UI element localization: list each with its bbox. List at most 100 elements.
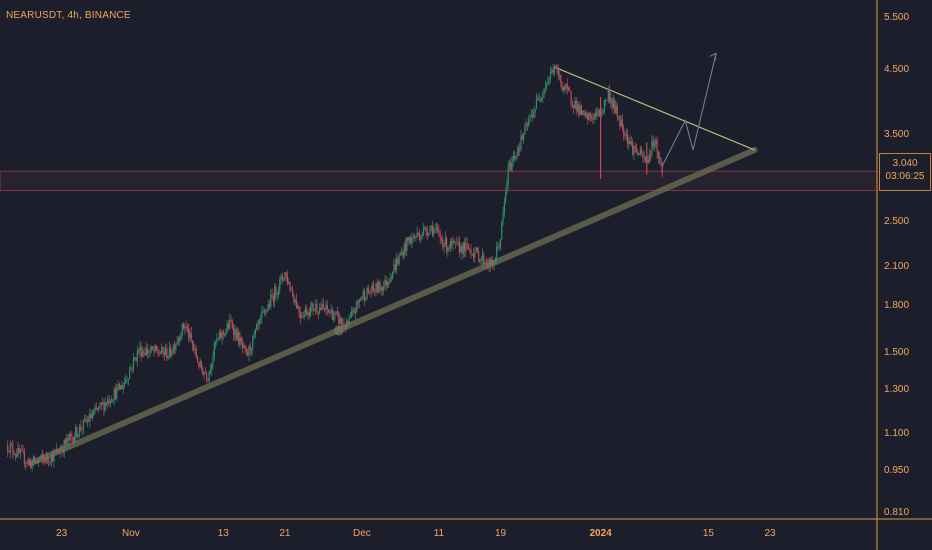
support-zone-band (0, 170, 878, 191)
candle-body (63, 439, 65, 453)
projection (661, 52, 717, 167)
candle-body (499, 238, 502, 247)
candle-body (489, 259, 491, 267)
candle-body (388, 281, 390, 283)
candle-body (652, 140, 654, 147)
candle-body (150, 346, 153, 351)
candle-body (53, 451, 55, 462)
candle-body (336, 312, 339, 313)
candle-body (461, 245, 463, 255)
candle-body (126, 379, 128, 381)
candle-body (398, 254, 400, 264)
candle-body (266, 309, 268, 312)
candle-body (198, 362, 200, 368)
candle-body (284, 272, 286, 280)
candle-body (584, 111, 586, 117)
candle-body (167, 355, 169, 359)
candle-body (99, 402, 101, 406)
candle-body (553, 67, 555, 74)
candle-body (406, 237, 408, 252)
time-tick-label: Nov (121, 528, 140, 539)
candle-body (194, 348, 196, 351)
candle-body (566, 84, 568, 88)
candle-body (75, 427, 77, 438)
candle-body (72, 437, 74, 443)
candle-body (39, 459, 41, 461)
candle-body (55, 449, 58, 453)
candle-body (209, 369, 212, 371)
time-tick-label: 15 (702, 528, 714, 539)
candle-body (146, 348, 149, 354)
candle-body (393, 264, 395, 272)
candle-body (173, 345, 176, 350)
candle-body (87, 419, 90, 422)
trendlines (27, 66, 758, 467)
candle-body (611, 98, 613, 108)
candle-body (624, 134, 626, 136)
candle-body (308, 312, 310, 316)
candle-body (275, 287, 277, 295)
candle-body (342, 323, 344, 325)
candle-body (457, 241, 459, 243)
candle-body (36, 460, 38, 463)
candle-body (356, 300, 358, 312)
candle-body (221, 331, 223, 339)
candle-body (19, 450, 22, 453)
candle-body (404, 244, 407, 252)
candle-body (265, 310, 267, 312)
candle-body (82, 419, 85, 429)
candle-body (270, 295, 272, 307)
candle-body (54, 451, 56, 453)
candle-body (472, 253, 475, 258)
candle-body (562, 86, 564, 91)
candle-body (358, 300, 360, 303)
candle-body (252, 335, 254, 350)
projection-arrowhead (709, 52, 717, 61)
candle-body (386, 281, 389, 286)
candle-body (326, 305, 328, 310)
candle-body (334, 312, 336, 316)
candle-body (176, 341, 178, 345)
candle-body (542, 93, 544, 98)
candle-body (86, 419, 88, 422)
candle-body (170, 347, 172, 356)
support-zone (0, 170, 878, 191)
candle-body (591, 116, 593, 119)
candle-body (309, 306, 312, 316)
candle-body (191, 340, 194, 346)
candle-body (656, 139, 658, 153)
candle-body (335, 312, 337, 313)
candle-body (451, 240, 453, 245)
candle-body (217, 338, 219, 339)
candle-body (435, 228, 437, 230)
candle-body (345, 321, 348, 330)
candle-body (25, 462, 27, 464)
candle-body (589, 112, 591, 117)
candle-body (320, 307, 322, 311)
candle-body (43, 457, 45, 459)
candle-body (539, 99, 541, 101)
candle-body (620, 119, 622, 127)
candle-body (81, 428, 83, 430)
candle-body (171, 352, 173, 356)
candle-body (229, 319, 231, 329)
candle-body (139, 346, 141, 352)
candle-body (571, 102, 573, 106)
candle-body (602, 109, 604, 113)
candle-body (606, 100, 608, 101)
candle-body (316, 304, 318, 313)
candle-body (164, 348, 167, 355)
candle-body (496, 247, 498, 260)
candle-body (141, 351, 144, 357)
candle-body (197, 357, 199, 363)
candle-body (212, 356, 214, 364)
candle-body (454, 241, 457, 243)
candle-body (348, 318, 350, 325)
candle-body (598, 110, 600, 117)
candle-body (660, 157, 662, 167)
candle-body (125, 379, 127, 383)
candle-body (17, 447, 19, 457)
candle-body (154, 345, 156, 352)
candle-body (61, 449, 63, 451)
